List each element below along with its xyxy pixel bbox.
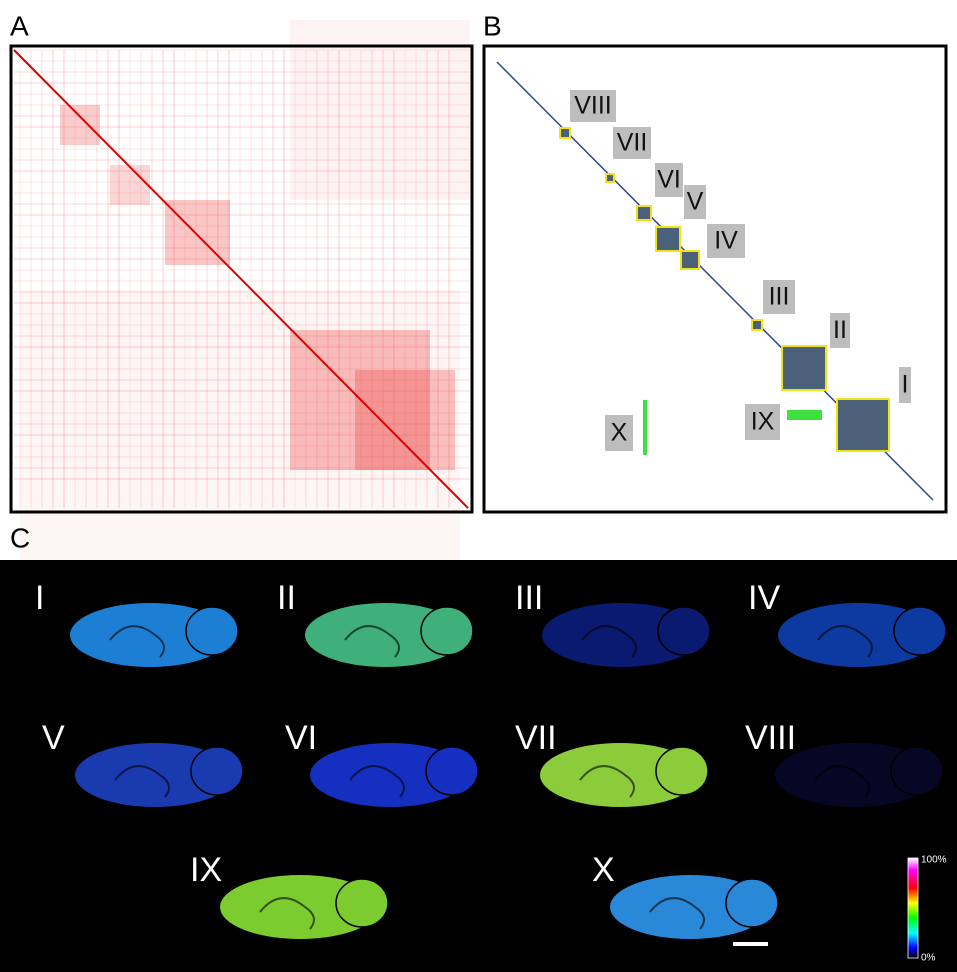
- cluster-core: [607, 175, 613, 181]
- section-label: I: [35, 579, 44, 617]
- cluster-label: II: [833, 316, 847, 344]
- cluster-label: III: [769, 283, 790, 311]
- cerebellum: [190, 746, 244, 796]
- colorbar: [907, 857, 919, 959]
- brain-folds: [814, 765, 870, 798]
- panel-label: C: [10, 522, 30, 553]
- cerebellum: [657, 606, 711, 656]
- brain-folds: [817, 625, 873, 658]
- brain-folds: [649, 897, 705, 930]
- panel-label: B: [483, 10, 502, 41]
- colorbar-label: 0%: [921, 953, 936, 964]
- diagonal: [13, 49, 469, 509]
- cluster-core: [561, 129, 569, 137]
- label-box: [655, 163, 683, 197]
- cerebellum: [425, 746, 479, 796]
- colorbar-label: 100%: [921, 855, 947, 866]
- cluster-label: VI: [657, 166, 681, 194]
- cerebellum: [335, 878, 389, 928]
- brain-folds: [579, 765, 635, 798]
- panel-frame: [482, 44, 948, 514]
- cluster-core: [753, 321, 761, 329]
- block: [165, 200, 230, 265]
- brain-folds: [114, 765, 170, 798]
- label-box: [570, 90, 616, 122]
- brain-folds: [349, 765, 405, 798]
- cerebellum: [420, 606, 474, 656]
- cerebellum: [185, 606, 239, 656]
- brain-folds: [581, 625, 637, 658]
- cluster-label: VII: [617, 129, 648, 157]
- cluster-label: X: [611, 419, 628, 447]
- section-label: X: [592, 851, 615, 889]
- block: [290, 20, 470, 200]
- block: [60, 105, 100, 145]
- cluster-core: [783, 347, 825, 389]
- cluster-core: [838, 400, 888, 450]
- block: [110, 165, 150, 205]
- cerebellum: [725, 878, 779, 928]
- cluster-label: IV: [714, 227, 738, 255]
- block: [355, 370, 455, 470]
- panel-label: A: [10, 10, 29, 41]
- section-label: IX: [190, 851, 222, 889]
- cluster-label: V: [687, 188, 704, 216]
- brain-folds: [344, 625, 400, 658]
- brain-folds: [259, 897, 315, 930]
- section-label: V: [42, 719, 65, 757]
- section-label: VII: [515, 719, 557, 757]
- brain-folds: [109, 625, 165, 658]
- section-label: III: [515, 579, 543, 617]
- section-label: IV: [748, 579, 780, 617]
- cluster-core: [657, 228, 679, 250]
- label-box: [707, 224, 745, 258]
- cluster-label: IX: [751, 408, 775, 436]
- section-label: VI: [285, 719, 317, 757]
- section-label: VIII: [745, 719, 796, 757]
- label-box: [745, 404, 780, 440]
- cerebellum: [655, 746, 709, 796]
- panel-frame: [9, 44, 474, 514]
- cluster-label: VIII: [574, 92, 612, 120]
- cerebellum: [890, 746, 944, 796]
- label-box: [830, 313, 850, 348]
- cluster-block: [643, 400, 647, 455]
- label-box: [763, 280, 795, 314]
- cluster-core: [638, 207, 650, 219]
- cluster-label: I: [902, 371, 909, 399]
- label-box: [899, 367, 911, 403]
- label-box: [605, 415, 633, 451]
- label-box: [613, 127, 651, 159]
- section-label: II: [277, 579, 296, 617]
- cluster-core: [682, 252, 698, 268]
- label-box: [684, 185, 706, 219]
- cerebellum: [893, 606, 947, 656]
- cluster-block: [787, 410, 822, 420]
